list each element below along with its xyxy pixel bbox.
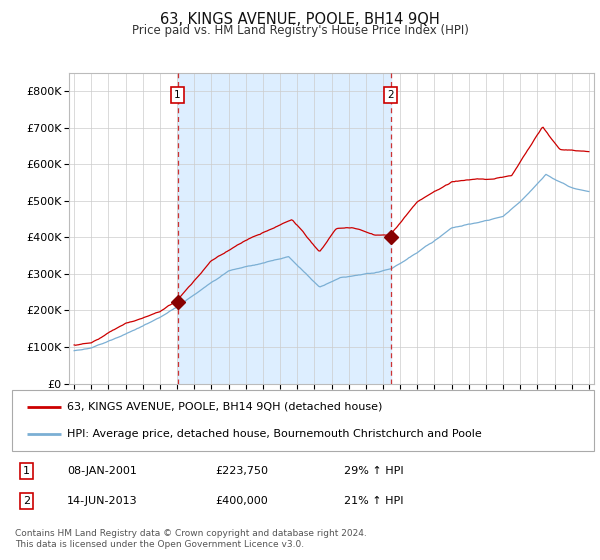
Text: 14-JUN-2013: 14-JUN-2013: [67, 496, 138, 506]
Text: £400,000: £400,000: [216, 496, 268, 506]
Text: 08-JAN-2001: 08-JAN-2001: [67, 466, 137, 476]
Text: 63, KINGS AVENUE, POOLE, BH14 9QH (detached house): 63, KINGS AVENUE, POOLE, BH14 9QH (detac…: [67, 402, 383, 412]
Text: HPI: Average price, detached house, Bournemouth Christchurch and Poole: HPI: Average price, detached house, Bour…: [67, 430, 482, 440]
Text: 2: 2: [23, 496, 30, 506]
Bar: [178, 73, 391, 384]
FancyBboxPatch shape: [12, 390, 594, 451]
Text: 1: 1: [174, 90, 181, 100]
Text: 63, KINGS AVENUE, POOLE, BH14 9QH: 63, KINGS AVENUE, POOLE, BH14 9QH: [160, 12, 440, 27]
Text: 2: 2: [388, 90, 394, 100]
Text: 21% ↑ HPI: 21% ↑ HPI: [344, 496, 403, 506]
Text: Price paid vs. HM Land Registry's House Price Index (HPI): Price paid vs. HM Land Registry's House …: [131, 24, 469, 37]
Text: 1: 1: [23, 466, 30, 476]
Text: Contains HM Land Registry data © Crown copyright and database right 2024.
This d: Contains HM Land Registry data © Crown c…: [15, 529, 367, 549]
Text: 29% ↑ HPI: 29% ↑ HPI: [344, 466, 403, 476]
Text: £223,750: £223,750: [216, 466, 269, 476]
